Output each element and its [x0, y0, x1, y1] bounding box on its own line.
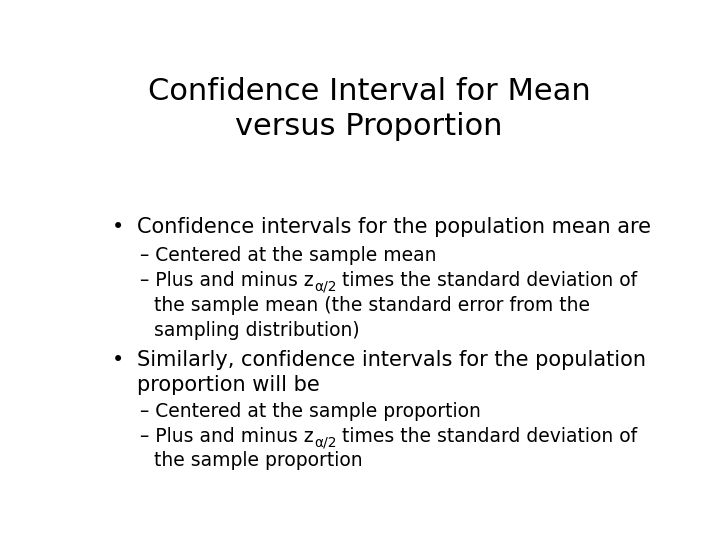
- Text: – Centered at the sample proportion: – Centered at the sample proportion: [140, 402, 481, 421]
- Text: Confidence Interval for Mean
versus Proportion: Confidence Interval for Mean versus Prop…: [148, 77, 590, 141]
- Text: times the standard deviation of: times the standard deviation of: [336, 271, 637, 289]
- Text: the sample proportion: the sample proportion: [154, 451, 363, 470]
- Text: times the standard deviation of: times the standard deviation of: [336, 427, 637, 446]
- Text: •: •: [112, 217, 125, 237]
- Text: α/2: α/2: [314, 436, 336, 450]
- Text: Confidence intervals for the population mean are: Confidence intervals for the population …: [138, 217, 652, 237]
- Text: •: •: [112, 349, 125, 369]
- Text: α/2: α/2: [314, 280, 336, 294]
- Text: Similarly, confidence intervals for the population: Similarly, confidence intervals for the …: [138, 349, 647, 369]
- Text: – Centered at the sample mean: – Centered at the sample mean: [140, 246, 437, 265]
- Text: – Plus and minus z: – Plus and minus z: [140, 271, 314, 289]
- Text: the sample mean (the standard error from the: the sample mean (the standard error from…: [154, 295, 590, 315]
- Text: – Plus and minus z: – Plus and minus z: [140, 427, 314, 446]
- Text: proportion will be: proportion will be: [138, 375, 320, 395]
- Text: sampling distribution): sampling distribution): [154, 321, 360, 340]
